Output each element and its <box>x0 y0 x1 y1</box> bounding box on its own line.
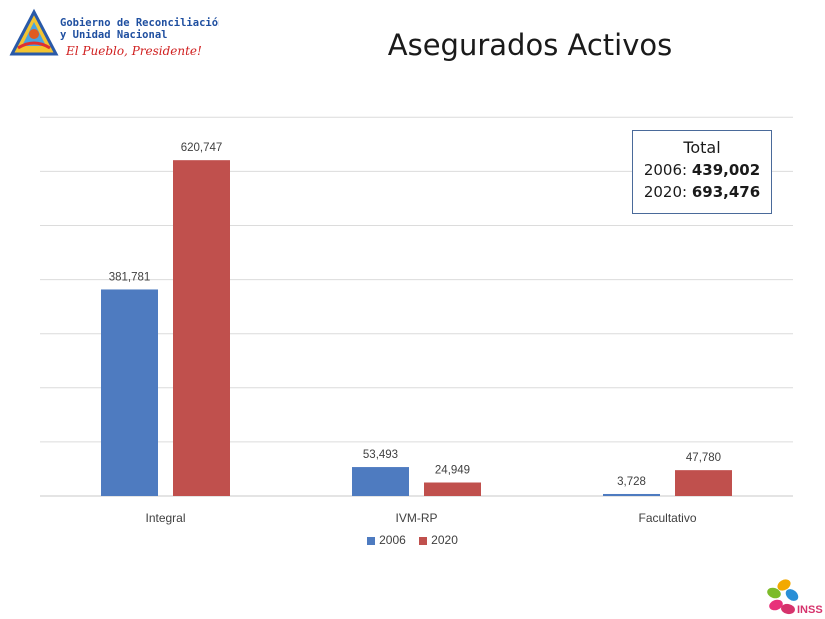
bar-2006-IVM-RP <box>352 467 409 496</box>
totals-label: 2020: <box>643 183 692 201</box>
bars <box>101 160 732 496</box>
totals-value: 439,002 <box>691 161 761 179</box>
legend-label: 2020 <box>431 533 458 547</box>
legend-swatch <box>367 536 376 545</box>
data-label: 620,747 <box>181 142 223 154</box>
totals-label: 2006: <box>643 161 692 179</box>
logo-slogan: El Pueblo, Presidente! <box>65 44 202 58</box>
bar-2020-IVM-RP <box>424 482 481 496</box>
legend-swatch <box>419 536 428 545</box>
triangle-emblem-icon <box>9 8 59 56</box>
category-label: IVM-RP <box>396 511 438 525</box>
data-label: 47,780 <box>686 452 721 464</box>
bar-2006-Facultativo <box>603 493 660 496</box>
legend-item-2006: 2006 <box>367 533 406 547</box>
totals-heading: Total <box>683 138 721 157</box>
gridlines <box>40 116 793 497</box>
data-label: 381,781 <box>109 271 151 283</box>
flower-icon <box>767 579 799 615</box>
data-label: 53,493 <box>363 449 398 461</box>
legend: 2006 2020 <box>0 533 825 547</box>
legend-item-2020: 2020 <box>419 533 458 547</box>
category-label: Integral <box>145 511 185 525</box>
bar-2020-Integral <box>173 160 230 496</box>
government-logo: Gobierno de Reconciliación y Unidad Naci… <box>9 8 219 58</box>
totals-value: 693,476 <box>691 183 761 201</box>
bar-2020-Facultativo <box>675 470 732 496</box>
inss-logo: INSS <box>767 579 823 616</box>
data-label: 24,949 <box>435 465 470 477</box>
inss-logo-text: INSS <box>797 604 823 616</box>
logo-line-2: y Unidad Nacional <box>60 29 167 41</box>
totals-row-2006: 2006: 439,002 <box>633 159 771 181</box>
totals-row-2020: 2020: 693,476 <box>633 181 771 203</box>
data-labels: 381,781 620,747 53,493 24,949 3,728 47,780 <box>109 142 721 488</box>
totals-box: Total 2006: 439,002 2020: 693,476 <box>632 130 772 214</box>
bar-2006-Integral <box>101 289 158 496</box>
legend-label: 2006 <box>379 533 406 547</box>
category-label: Facultativo <box>638 511 696 525</box>
logo-line-1: Gobierno de Reconciliación <box>60 17 219 29</box>
data-label: 3,728 <box>617 476 646 488</box>
page-title: Asegurados Activos <box>387 28 673 62</box>
category-labels: Integral IVM-RP Facultativo <box>145 511 696 525</box>
